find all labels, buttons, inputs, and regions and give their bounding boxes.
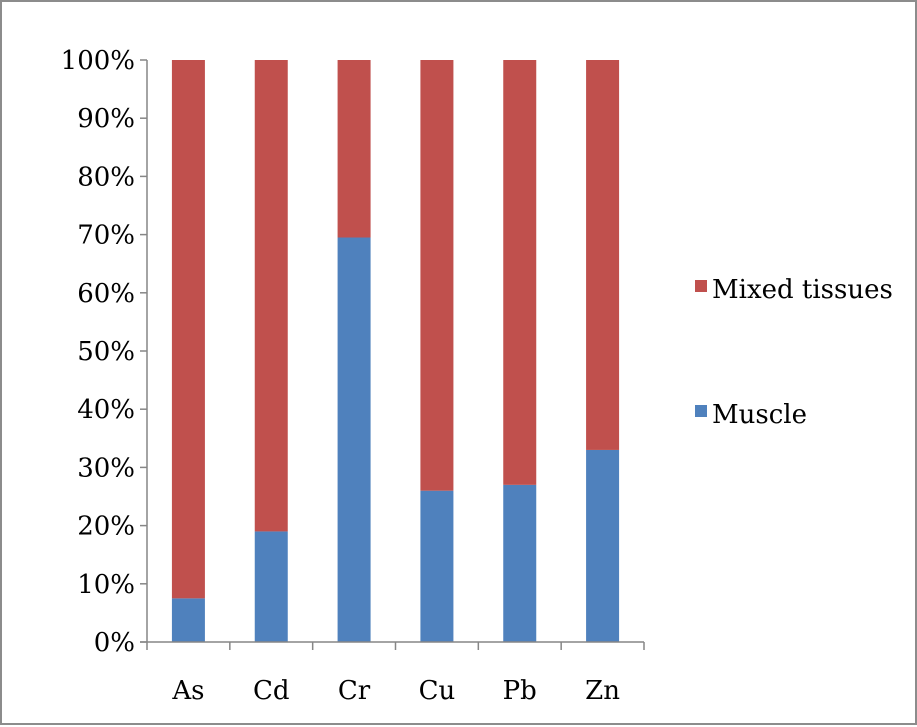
bar-cu-mixed-tissues [420, 60, 454, 491]
bar-cr-mixed-tissues [337, 60, 371, 238]
bar-as-muscle [171, 598, 205, 642]
y-tick-label: 60% [77, 279, 135, 309]
y-tick-label: 30% [77, 453, 135, 483]
bar-pb-mixed-tissues [503, 60, 537, 485]
y-tick-label: 100% [61, 46, 135, 76]
x-tick-label: Cr [338, 676, 371, 706]
bar-pb-muscle [503, 484, 537, 642]
legend-label-mixed-tissues: Mixed tissues [712, 275, 893, 305]
axes-group: 0% 10% 20% 30% 40% 50% 60% 70% 80% 90% 100% As Cd Cr C… [61, 46, 645, 706]
x-tick-label: Cu [419, 676, 456, 706]
bar-zn-mixed-tissues [586, 60, 620, 450]
bar-cr-muscle [337, 237, 371, 642]
y-tick-label: 70% [77, 221, 135, 251]
y-tick-label: 10% [77, 570, 135, 600]
x-tick-label: Zn [585, 676, 620, 706]
y-tick-label: 90% [77, 104, 135, 134]
y-tick-label: 40% [77, 395, 135, 425]
x-tick-label: As [171, 676, 204, 706]
bar-cd-muscle [254, 531, 288, 642]
bar-zn-muscle [586, 449, 620, 642]
y-tick-label: 0% [94, 628, 135, 658]
bar-cd-mixed-tissues [254, 60, 288, 532]
x-tick-label: Cd [253, 676, 290, 706]
bars-group [171, 60, 620, 642]
y-tick-label: 80% [77, 162, 135, 192]
bar-as-mixed-tissues [171, 60, 205, 599]
legend-label-muscle: Muscle [712, 400, 807, 430]
legend: Mixed tissues Muscle [695, 275, 893, 430]
y-tick-label: 50% [77, 337, 135, 367]
bar-cu-muscle [420, 490, 454, 642]
y-tick-label: 20% [77, 512, 135, 542]
x-tick-label: Pb [503, 676, 537, 706]
legend-swatch-muscle [695, 405, 707, 417]
legend-swatch-mixed-tissues [695, 280, 707, 292]
